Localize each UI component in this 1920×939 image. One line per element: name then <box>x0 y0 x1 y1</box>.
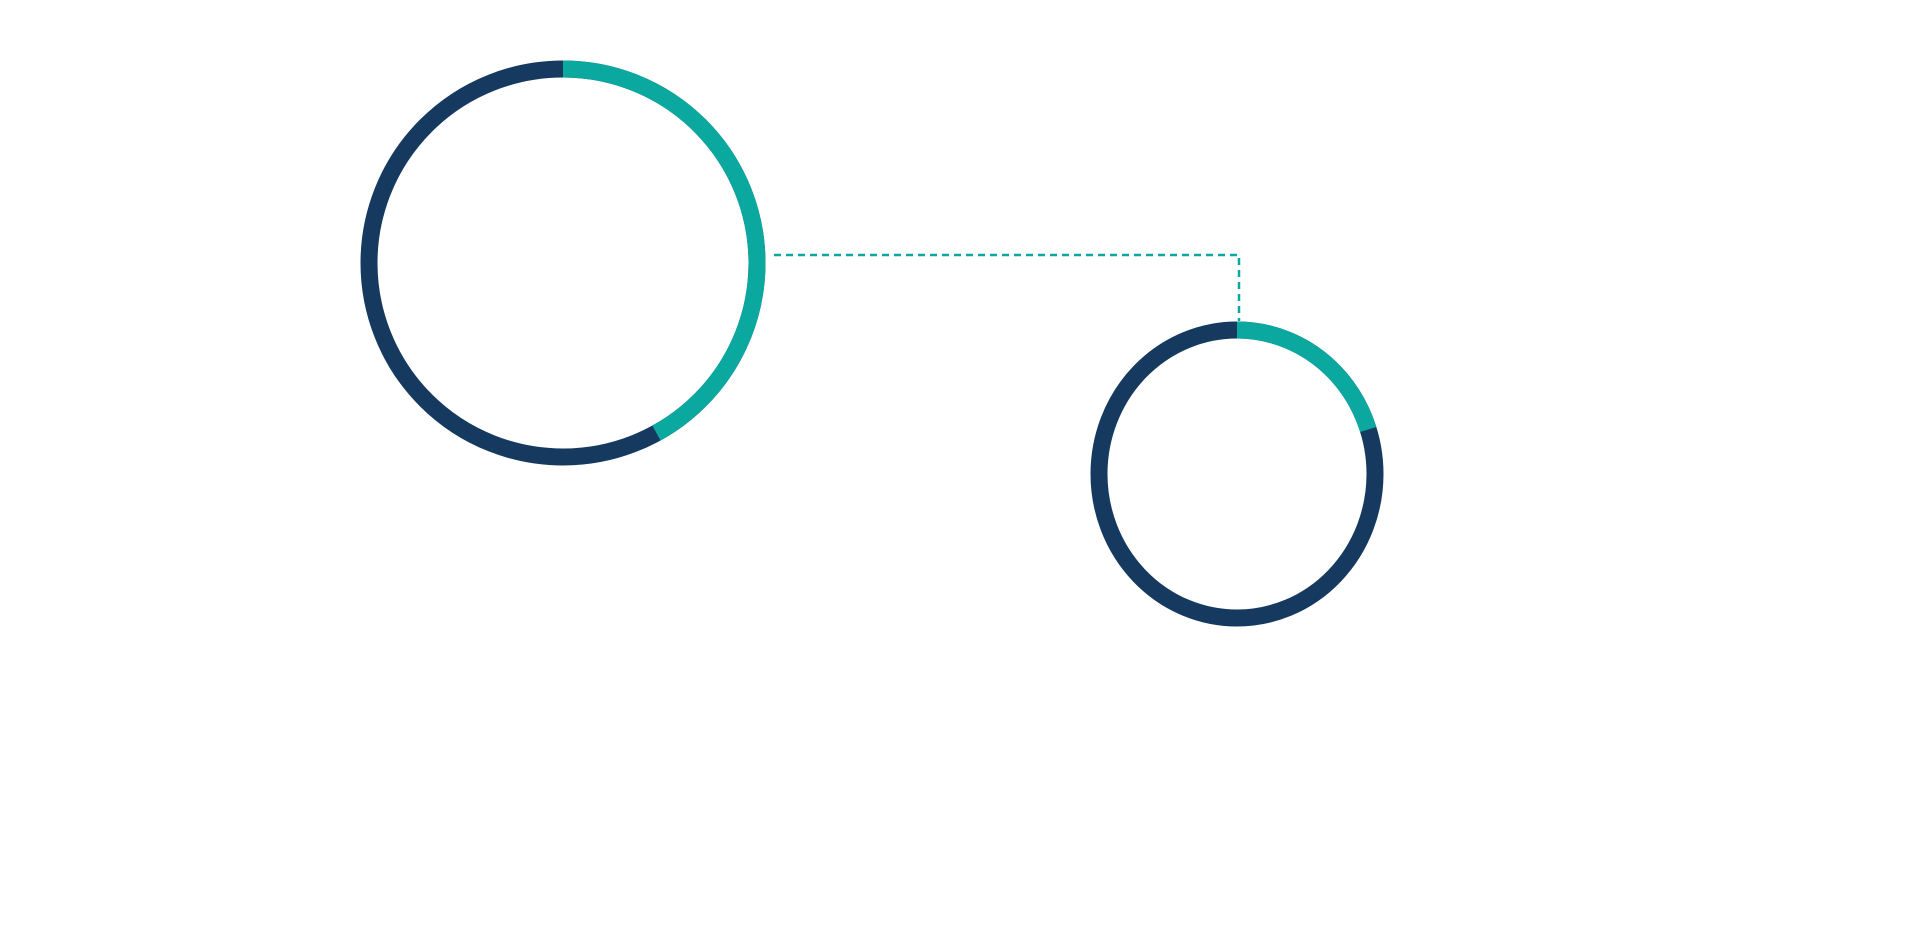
ring-progress <box>562 60 766 441</box>
ring-progress <box>1236 321 1377 433</box>
connector <box>774 253 1241 321</box>
